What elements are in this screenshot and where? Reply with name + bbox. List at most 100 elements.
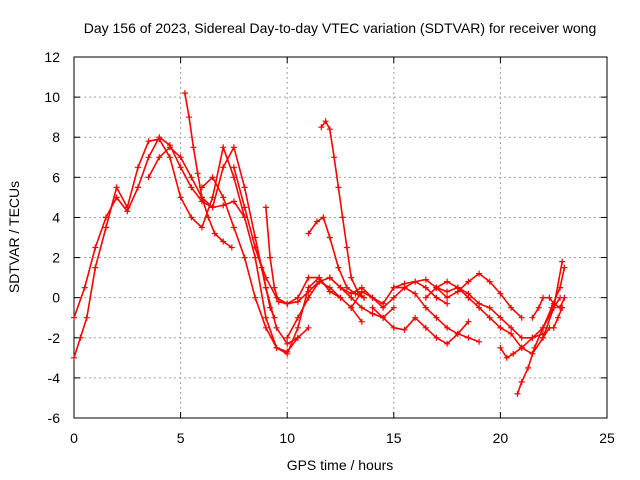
data-point — [262, 284, 269, 291]
data-point — [103, 214, 109, 221]
series-trace — [201, 176, 320, 355]
data-point — [337, 294, 344, 301]
series-arc-7 — [252, 244, 278, 321]
data-point — [390, 304, 397, 311]
data-point — [476, 270, 483, 277]
x-tick-label: 0 — [70, 430, 78, 446]
data-point — [401, 326, 408, 333]
data-point — [422, 304, 429, 311]
data-point — [412, 278, 419, 285]
x-tick-labels: 0 5 10 15 20 25 — [70, 430, 615, 446]
data-point — [92, 244, 99, 251]
data-point — [465, 318, 472, 325]
data-point — [188, 174, 195, 181]
data-point — [343, 244, 350, 251]
data-point — [331, 154, 338, 161]
data-point — [326, 126, 333, 133]
series-trace — [265, 207, 341, 305]
series-trace — [73, 138, 310, 359]
series-layer — [71, 90, 568, 397]
data-point — [390, 324, 397, 331]
data-point — [433, 294, 440, 301]
data-point — [188, 184, 195, 191]
y-tick-label: 8 — [52, 129, 60, 145]
series-trace — [147, 146, 299, 345]
data-point — [550, 324, 557, 331]
data-point — [531, 344, 538, 351]
x-axis-label: GPS time / hours — [287, 457, 394, 473]
data-point — [305, 288, 312, 295]
data-point — [454, 284, 461, 291]
data-point — [390, 294, 397, 301]
data-point — [337, 284, 344, 291]
data-point — [401, 284, 408, 291]
data-point — [486, 278, 493, 285]
y-axis-label: SDTVAR / TECUs — [6, 181, 22, 293]
series-arc-15 — [390, 270, 525, 321]
data-point — [561, 294, 568, 301]
data-point — [230, 224, 237, 231]
data-point — [320, 214, 327, 221]
series-arc-21 — [540, 304, 566, 341]
x-tick-label: 20 — [493, 430, 509, 446]
data-point — [369, 294, 376, 301]
data-point — [465, 278, 472, 285]
data-point — [258, 264, 265, 271]
data-point — [326, 288, 333, 295]
data-point — [497, 314, 504, 321]
data-point — [514, 390, 521, 397]
data-point — [113, 184, 120, 191]
y-tick-label: -2 — [48, 330, 61, 346]
data-point — [230, 144, 237, 151]
data-point — [284, 334, 291, 341]
data-point — [361, 294, 367, 301]
data-point — [209, 174, 216, 181]
data-point — [529, 334, 536, 341]
data-point — [540, 324, 546, 331]
x-tick-label: 5 — [177, 430, 185, 446]
data-point — [348, 304, 355, 311]
data-point — [103, 224, 109, 231]
y-tick-label: -4 — [48, 370, 61, 386]
data-point — [135, 184, 141, 191]
data-point — [135, 164, 141, 171]
data-point — [305, 274, 312, 281]
grid-layer — [74, 57, 607, 418]
data-point — [335, 184, 342, 191]
data-point — [145, 154, 152, 161]
data-point — [510, 350, 517, 357]
data-point — [422, 276, 429, 283]
data-point — [557, 284, 564, 291]
data-point — [559, 304, 566, 311]
data-point — [230, 198, 237, 205]
series-trace — [184, 92, 233, 249]
data-point — [369, 310, 376, 317]
series-trace — [516, 267, 566, 395]
data-point — [228, 244, 235, 251]
data-point — [194, 170, 201, 177]
data-point — [92, 264, 99, 271]
data-point — [252, 244, 259, 251]
data-point — [508, 304, 515, 311]
data-point — [220, 238, 227, 245]
data-point — [220, 164, 227, 171]
series-arc-11 — [318, 118, 367, 301]
data-point — [535, 304, 542, 311]
data-point — [262, 314, 269, 321]
series-trace — [371, 307, 470, 345]
y-tick-label: 6 — [52, 169, 60, 185]
data-point — [124, 208, 131, 215]
data-point — [262, 324, 269, 331]
data-point — [77, 334, 84, 341]
data-point — [316, 278, 323, 285]
data-point — [358, 318, 365, 325]
data-point — [83, 314, 90, 321]
data-point — [294, 324, 301, 331]
data-point — [518, 314, 525, 321]
series-arc-8 — [262, 204, 344, 307]
data-point — [380, 304, 387, 311]
data-point — [81, 284, 88, 291]
y-tick-label: 2 — [52, 250, 60, 266]
x-tick-label: 15 — [386, 430, 402, 446]
